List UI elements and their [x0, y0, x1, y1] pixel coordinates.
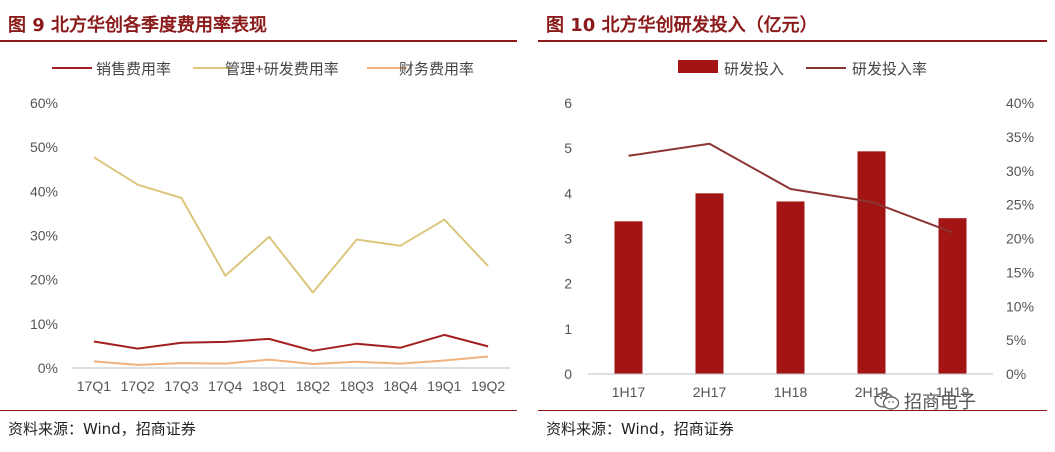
bar	[695, 193, 724, 374]
y-left-tick-label: 3	[564, 231, 572, 247]
x-tick-label: 1H17	[612, 384, 646, 400]
right-bar-line-chart: 研发投入 研发投入率 0 1 2 3 4 5 6 0% 5% 10% 15% 20% 25% 30% 35% 40…	[564, 60, 1034, 400]
x-tick-label: 19Q1	[427, 378, 461, 394]
x-tick-label: 18Q3	[340, 378, 374, 394]
wechat-icon	[874, 391, 900, 411]
x-tick-label: 18Q2	[296, 378, 330, 394]
y-left-tick-label: 6	[564, 95, 572, 111]
y-tick-label: 10%	[30, 316, 58, 332]
series-line-3	[93, 355, 489, 366]
series-line-2	[93, 156, 489, 294]
left-title-rule	[0, 40, 517, 42]
legend-label-3: 财务费用率	[399, 61, 474, 78]
series-line-1	[93, 333, 489, 352]
y-right-tick-label: 5%	[1006, 332, 1026, 348]
right-chart-title: 图 10 北方华创研发投入（亿元）	[546, 15, 818, 36]
x-tick-label: 2H17	[693, 384, 727, 400]
x-tick-label: 1H18	[774, 384, 808, 400]
legend-swatch-bar	[678, 60, 718, 73]
x-tick-label: 19Q2	[471, 378, 505, 394]
y-tick-label: 50%	[30, 139, 58, 155]
x-tick-label: 17Q4	[208, 378, 242, 394]
left-source-rule	[0, 410, 517, 411]
y-right-tick-label: 30%	[1006, 163, 1034, 179]
legend-label-1: 销售费用率	[96, 61, 171, 78]
y-tick-label: 0%	[38, 360, 58, 376]
left-source-text: 资料来源：Wind，招商证券	[8, 420, 196, 438]
watermark-text: 招商电子	[904, 392, 976, 413]
x-tick-label: 17Q3	[164, 378, 198, 394]
y-right-tick-label: 15%	[1006, 264, 1034, 280]
legend-label-bar: 研发投入	[724, 61, 784, 78]
y-left-tick-label: 2	[564, 276, 572, 292]
bar	[938, 218, 967, 374]
y-right-tick-label: 25%	[1006, 197, 1034, 213]
x-tick-label: 2H18	[855, 384, 889, 400]
x-tick-label: 1H19	[936, 384, 970, 400]
left-line-chart: 销售费用率 管理+研发费用率 财务费用率 0% 10% 20% 30% 40% 50% 60% 17…	[30, 61, 510, 394]
y-right-tick-label: 0%	[1006, 366, 1026, 382]
y-tick-label: 20%	[30, 272, 58, 288]
x-tick-label: 18Q4	[383, 378, 417, 394]
y-tick-label: 40%	[30, 183, 58, 199]
y-left-tick-label: 5	[564, 140, 572, 156]
x-tick-label: 18Q1	[252, 378, 286, 394]
y-right-tick-label: 20%	[1006, 231, 1034, 247]
y-tick-label: 30%	[30, 228, 58, 244]
left-chart-panel: 图 9 北方华创各季度费用率表现 销售费用率 管理+研发费用率 财务费用率 0% 10%…	[0, 0, 525, 452]
y-left-tick-label: 4	[564, 185, 572, 201]
left-chart-title: 图 9 北方华创各季度费用率表现	[8, 15, 268, 36]
y-left-tick-label: 0	[564, 366, 572, 382]
y-right-tick-label: 40%	[1006, 95, 1034, 111]
right-title-rule	[538, 40, 1047, 42]
right-source-text: 资料来源：Wind，招商证券	[546, 420, 734, 438]
legend-label-line: 研发投入率	[852, 61, 927, 78]
right-source-rule	[538, 410, 1047, 411]
ratio-line	[628, 142, 953, 234]
legend-label-2: 管理+研发费用率	[225, 61, 339, 78]
x-tick-label: 17Q1	[77, 378, 111, 394]
y-tick-label: 60%	[30, 95, 58, 111]
watermark: 招商电子	[874, 388, 1024, 418]
y-left-tick-label: 1	[564, 321, 572, 337]
y-right-tick-label: 35%	[1006, 129, 1034, 145]
bar	[857, 151, 886, 374]
y-right-tick-label: 10%	[1006, 298, 1034, 314]
x-tick-label: 17Q2	[121, 378, 155, 394]
bar	[776, 201, 805, 374]
right-chart-panel: 图 10 北方华创研发投入（亿元） 研发投入 研发投入率 0 1 2 3 4 5 6 0% 5% 10…	[538, 0, 1055, 452]
bar	[614, 221, 643, 374]
